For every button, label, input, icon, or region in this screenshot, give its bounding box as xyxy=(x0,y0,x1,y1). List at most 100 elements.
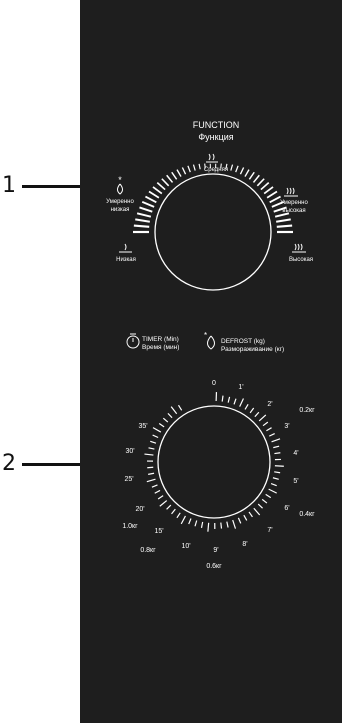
power-scale-tick xyxy=(135,219,150,221)
timer-scale-tick xyxy=(167,505,171,509)
timer-scale-tick xyxy=(263,422,268,426)
weight-mark-0-2: 0.2кг xyxy=(299,407,315,414)
power-scale-tick xyxy=(276,219,291,221)
timer-scale-tick xyxy=(222,396,223,402)
minute-mark-3: 3' xyxy=(284,423,289,430)
power-scale-tick xyxy=(153,187,162,194)
timer-scale-tick xyxy=(244,515,247,520)
power-scale-tick xyxy=(257,179,264,186)
function-title-ru: Функция xyxy=(198,132,233,142)
timer-scale-tick xyxy=(171,407,177,414)
timer-scale-tick xyxy=(245,404,248,409)
power-scale-tick xyxy=(139,207,152,211)
power-scale-tick xyxy=(245,170,249,177)
timer-scale-tick xyxy=(271,484,277,486)
level-high-ru: Высокая xyxy=(289,257,313,263)
defrost-label-ru: Размораживание (кг) xyxy=(221,346,284,353)
timer-scale-tick xyxy=(273,446,279,447)
high-power-icon xyxy=(292,244,306,252)
power-scale-tick xyxy=(177,170,181,177)
timer-scale-tick xyxy=(181,516,185,524)
timer-scale-tick xyxy=(160,501,167,507)
minute-mark-4: 4' xyxy=(293,450,298,457)
weight-mark-0-6: 0.6кг xyxy=(206,563,222,570)
power-scale-tick xyxy=(182,168,185,175)
timer-scale-tick xyxy=(258,504,262,508)
power-scale-tick xyxy=(231,165,233,171)
timer-scale-tick xyxy=(269,434,274,437)
timer-scale-tick xyxy=(240,398,244,406)
power-scale-tick xyxy=(145,197,156,203)
function-title-en: FUNCTION xyxy=(193,120,240,130)
timer-scale-tick xyxy=(254,508,260,515)
timer-scale-tick xyxy=(249,512,252,517)
timer-scale-tick xyxy=(208,523,209,532)
weight-mark-1-0: 1.0кг xyxy=(122,523,138,530)
timer-scale-tick xyxy=(274,453,280,454)
timer-scale-tick xyxy=(189,518,191,524)
level-medium-low-en: Умеренно xyxy=(106,199,134,205)
power-scale-tick xyxy=(172,172,177,179)
power-scale-tick xyxy=(193,165,195,171)
timer-scale-tick xyxy=(255,412,259,416)
timer-scale-tick xyxy=(250,408,254,413)
minute-mark-9: 9' xyxy=(213,547,218,554)
power-scale-tick xyxy=(261,183,269,190)
timer-scale-tick xyxy=(147,467,153,468)
timer-label-ru: Время (мин) xyxy=(142,344,179,351)
level-medium-ru: Средняя xyxy=(204,167,228,173)
minute-mark-25: 25' xyxy=(124,476,133,483)
minute-mark-5: 5' xyxy=(293,478,298,485)
timer-icon xyxy=(127,334,139,348)
timer-scale-tick xyxy=(234,399,236,405)
defrost-icon: * xyxy=(204,331,215,349)
timer-label-en: TIMER (Min) xyxy=(142,336,179,343)
timer-scale-tick xyxy=(158,496,163,499)
timer-scale-tick xyxy=(233,520,236,529)
timer-knob[interactable] xyxy=(158,406,270,518)
svg-text:*: * xyxy=(204,331,207,340)
medium-high-power-icon xyxy=(284,188,298,196)
low-power-icon xyxy=(119,244,132,252)
timer-scale-tick xyxy=(172,509,176,514)
minute-mark-6: 6' xyxy=(284,505,289,512)
timer-scale-tick xyxy=(259,415,266,421)
timer-scale-tick xyxy=(153,435,158,437)
power-scale-tick xyxy=(199,164,200,169)
timer-scale-tick xyxy=(266,494,271,497)
timer-scale-tick xyxy=(168,413,172,417)
weight-mark-0-8: 0.8кг xyxy=(140,547,156,554)
timer-scale-tick xyxy=(274,472,280,473)
power-scale-tick xyxy=(236,166,238,172)
callout-2-number: 2 xyxy=(2,451,16,476)
timer-scale-tick xyxy=(155,490,160,493)
power-knob[interactable] xyxy=(155,174,271,290)
callout-1-number: 1 xyxy=(2,173,16,198)
power-scale-tick xyxy=(149,192,159,198)
weight-mark-0-4: 0.4кг xyxy=(299,511,315,518)
control-panel-graphics: FUNCTION Функция Средняя * Умеренно низк… xyxy=(80,0,342,723)
power-scale-tick xyxy=(142,202,154,207)
power-scale-tick xyxy=(249,172,254,179)
timer-scale-tick xyxy=(273,478,279,480)
level-medium-low-ru: низкая xyxy=(111,207,130,213)
minute-mark-35: 35' xyxy=(138,423,147,430)
svg-text:*: * xyxy=(118,175,122,185)
minute-mark-10: 10' xyxy=(181,543,190,550)
timer-scale-tick xyxy=(238,518,240,523)
timer-scale-tick xyxy=(275,466,284,467)
level-low-ru: Низкая xyxy=(116,257,136,263)
power-scale-tick xyxy=(270,197,281,203)
timer-scale-tick xyxy=(269,489,277,493)
timer-scale-tick xyxy=(272,439,280,442)
minute-mark-15: 15' xyxy=(154,528,163,535)
medium-low-power-icon: * xyxy=(118,175,123,194)
timer-scale-tick xyxy=(228,397,229,403)
power-scale-tick xyxy=(188,166,190,172)
timer-scale-tick xyxy=(262,499,267,503)
timer-scale-tick xyxy=(177,513,180,518)
timer-scale-tick xyxy=(227,522,228,528)
timer-scale-tick xyxy=(148,473,154,474)
timer-scale-tick xyxy=(149,448,155,449)
power-scale-tick xyxy=(162,179,169,186)
